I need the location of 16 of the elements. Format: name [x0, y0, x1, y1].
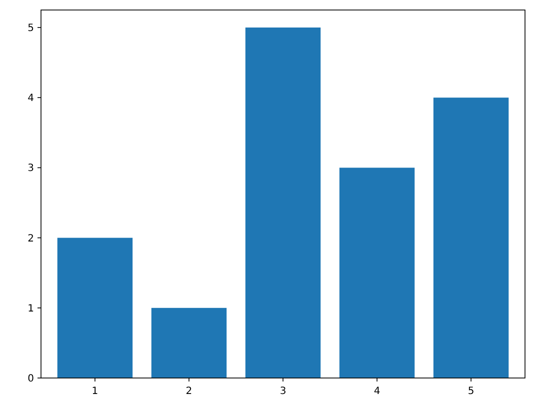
- x-tick-label: 1: [92, 386, 98, 397]
- x-tick-label: 4: [374, 386, 380, 397]
- x-tick-label: 3: [280, 386, 286, 397]
- bar: [433, 98, 509, 378]
- bar: [151, 308, 227, 378]
- x-tick-label: 2: [186, 386, 192, 397]
- x-tick-label: 5: [468, 386, 474, 397]
- y-tick-label: 2: [28, 233, 34, 244]
- y-tick-label: 4: [28, 93, 34, 104]
- bar: [245, 28, 321, 378]
- y-tick-label: 5: [28, 23, 34, 34]
- y-tick-label: 3: [28, 163, 34, 174]
- y-tick-label: 0: [28, 374, 34, 384]
- y-tick-label: 1: [28, 303, 34, 314]
- bar: [57, 238, 133, 378]
- bar: [339, 168, 415, 378]
